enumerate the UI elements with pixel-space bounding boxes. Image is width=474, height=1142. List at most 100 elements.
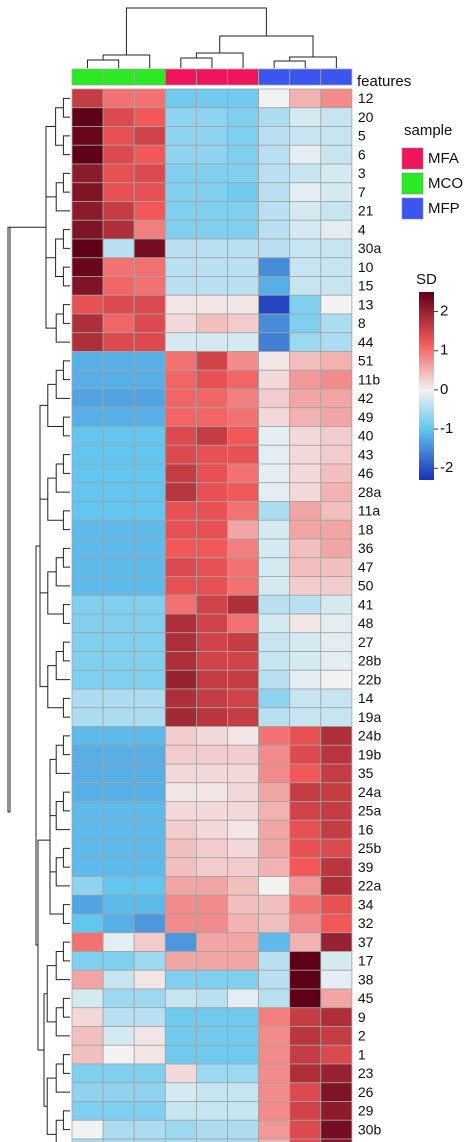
heatmap-cell [102,594,135,615]
heatmap-cell [102,1119,135,1140]
heatmap-cell [164,1101,197,1121]
row-label: 40 [358,428,374,444]
heatmap-cell [227,782,260,802]
heatmap-cell [133,519,166,540]
heatmap-cell [164,369,197,390]
heatmap-cell [258,632,291,652]
heatmap-cell [164,857,197,877]
legend-swatch [401,172,424,195]
heatmap-cell [195,557,228,577]
heatmap-cell [164,594,197,615]
heatmap-cell [289,1082,322,1102]
heatmap-cell [102,951,135,971]
heatmap-cell [320,1007,353,1027]
scale-title: SD [416,271,437,288]
heatmap-cell [71,276,104,296]
heatmap-cell [227,388,260,409]
heatmap-cell [133,1138,166,1142]
heatmap-cell [227,538,260,559]
heatmap-cell [164,632,197,652]
heatmap-cell [258,744,291,765]
dendrogram-branch [49,758,57,817]
heatmap-cell [227,107,260,127]
dendrogram-branch [55,107,64,146]
row-label: 23 [358,1065,374,1081]
heatmap-cell [71,388,104,409]
heatmap-cell [258,1044,291,1065]
heatmap-cell [289,688,322,709]
heatmap-cell [133,1044,166,1065]
heatmap-cell [133,801,166,821]
heatmap-cell [195,519,228,540]
heatmap-cell [164,1007,197,1027]
heatmap-cell [71,313,104,334]
heatmap-cell [289,951,322,971]
heatmap-cell [102,257,135,277]
heatmap-cell [164,1082,197,1102]
heatmap-cell [195,1119,228,1140]
heatmap-cell [289,669,322,690]
heatmap-cell [102,969,135,990]
heatmap-cell [71,463,104,484]
heatmap-cell [71,876,104,896]
heatmap-cell [164,1026,197,1046]
heatmap-cell [320,201,353,221]
dendrogram-branch [62,547,70,568]
row-label: 38 [358,971,374,987]
heatmap-cell [289,501,322,521]
heatmap-cell [258,857,291,877]
heatmap-cell [102,782,135,802]
heatmap-cell [258,107,291,127]
heatmap-cell [227,201,260,221]
heatmap-cell [289,538,322,559]
heatmap-cell [102,876,135,896]
heatmap-cell [164,426,197,446]
heatmap-cell [102,482,135,502]
heatmap-cell [289,182,322,202]
dendrogram-branch [46,965,57,1023]
heatmap-cell [71,482,104,502]
heatmap-cell [227,969,260,990]
heatmap-cell [289,294,322,315]
heatmap-cell [133,838,166,859]
heatmap-cell [133,594,166,615]
heatmap-cell [195,201,228,221]
heatmap-cell [102,1063,135,1084]
dendrogram-branch [62,360,70,381]
row-label: 22b [358,671,382,687]
heatmap-cell [195,782,228,802]
heatmap-cell [133,107,166,127]
heatmap-cell [289,444,322,465]
annotation-cell [227,68,260,86]
heatmap-cell [227,182,260,202]
heatmap-cell [71,107,104,127]
heatmap-cell [71,1063,104,1084]
heatmap-cell [164,313,197,334]
heatmap-cell [71,126,104,146]
heatmap-cell [102,426,135,446]
heatmap-cell [195,501,228,521]
heatmap-cell [258,1063,291,1084]
heatmap-cell [164,932,197,952]
heatmap-cell [195,651,228,671]
heatmap-cell [195,1082,228,1102]
heatmap-cell [164,1063,197,1084]
dendrogram-branch [62,266,70,287]
row-label: 14 [358,690,374,706]
dendrogram-branch [125,7,267,55]
heatmap-cell [133,988,166,1009]
heatmap-cell [289,1063,322,1084]
heatmap-cell [320,913,353,934]
heatmap-cell [164,88,197,109]
heatmap-cell [133,819,166,840]
row-label: 35 [358,765,374,781]
heatmap-cell [227,763,260,784]
heatmap-cell [320,557,353,577]
heatmap-cell [164,182,197,202]
heatmap-cell [164,482,197,502]
heatmap-cell [320,294,353,315]
heatmap-cell [227,1101,260,1121]
heatmap-cell [320,1101,353,1121]
heatmap-cell [133,388,166,409]
